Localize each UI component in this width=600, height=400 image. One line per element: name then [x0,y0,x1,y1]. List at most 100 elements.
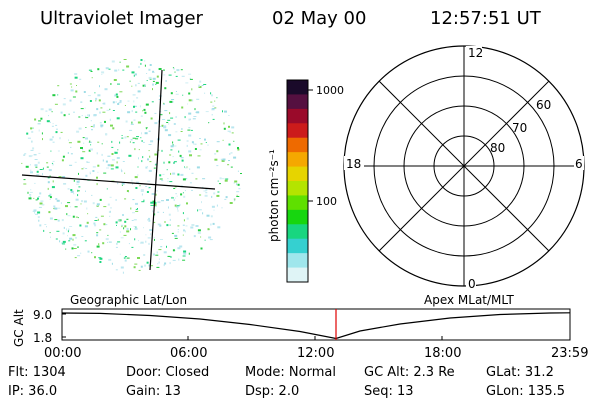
aurora-pixel [153,167,156,169]
aurora-pixel [186,140,189,142]
aurora-pixel [113,79,117,81]
aurora-pixel [33,154,37,156]
aurora-pixel [181,128,183,130]
aurora-pixel [46,162,49,164]
aurora-pixel [41,132,43,135]
time-tick-2359: 23:59 [551,346,589,361]
aurora-pixel [147,158,149,161]
aurora-pixel [106,109,110,111]
aurora-pixel [169,218,171,221]
aurora-pixel [36,174,40,176]
aurora-pixel [90,71,93,72]
aurora-pixel [71,86,73,88]
aurora-pixel [37,161,40,164]
aurora-pixel [101,143,103,145]
aurora-pixel [49,198,51,200]
aurora-pixel [110,83,112,85]
aurora-pixel [156,266,160,268]
aurora-pixel [209,122,211,123]
aurora-pixel [74,73,78,75]
aurora-pixel [52,136,54,139]
aurora-pixel [132,94,136,96]
aurora-pixel [202,186,204,188]
aurora-pixel [219,183,221,185]
aurora-pixel [94,256,96,259]
aurora-pixel [72,234,76,237]
aurora-pixel [81,200,83,203]
aurora-pixel [47,177,50,179]
colorbar-band [287,181,308,196]
aurora-pixel [26,132,29,135]
aurora-pixel [129,141,131,143]
aurora-pixel [124,198,127,200]
aurora-pixel [191,172,194,174]
aurora-pixel [85,127,87,128]
aurora-pixel [175,193,177,195]
aurora-pixel [193,143,195,145]
aurora-pixel [173,162,175,164]
aurora-pixel [100,124,104,127]
gain-value: Gain: 13 [126,384,181,399]
aurora-pixel [57,94,59,96]
aurora-pixel [89,140,91,143]
aurora-pixel [170,145,174,148]
aurora-pixel [225,178,229,180]
aurora-pixel [212,222,215,225]
aurora-pixel [29,196,31,198]
aurora-pixel [209,239,213,241]
aurora-pixel [70,89,74,92]
aurora-pixel [230,152,233,154]
aurora-pixel [184,167,188,169]
aurora-pixel [196,111,200,114]
aurora-pixel [163,103,165,105]
aurora-pixel [234,198,236,201]
aurora-pixel [109,196,112,198]
aurora-pixel [73,111,75,113]
aurora-pixel [149,64,152,66]
aurora-pixel [152,80,155,82]
aurora-pixel [28,197,32,200]
aurora-pixel [143,227,144,229]
aurora-pixel [32,210,36,212]
aurora-pixel [93,114,97,116]
aurora-pixel [141,140,143,142]
aurora-pixel [80,101,83,103]
aurora-pixel [47,181,50,184]
aurora-pixel [227,130,230,132]
aurora-pixel [67,230,69,233]
aurora-pixel [116,161,118,164]
aurora-pixel [109,118,111,121]
aurora-pixel [141,132,142,135]
aurora-pixel [229,130,231,133]
aurora-pixel [112,127,115,130]
aurora-pixel [107,241,108,243]
aurora-pixel [41,204,45,206]
aurora-pixel [73,179,75,182]
aurora-pixel [70,153,73,155]
aurora-pixel [82,137,85,139]
aurora-pixel [63,114,66,117]
aurora-pixel [98,257,102,259]
aurora-pixel [67,235,68,237]
aurora-pixel [68,228,70,231]
aurora-pixel [62,103,66,106]
aurora-pixel [141,160,143,163]
aurora-pixel [217,180,219,182]
aurora-pixel [212,105,215,107]
aurora-pixel [97,164,100,167]
aurora-pixel [75,237,77,239]
aurora-pixel [48,169,52,172]
aurora-pixel [118,68,120,71]
aurora-pixel [82,151,86,153]
aurora-pixel [38,152,41,154]
aurora-pixel [144,264,147,267]
aurora-pixel [200,143,203,145]
aurora-pixel [163,74,166,76]
aurora-pixel [180,69,183,71]
aurora-pixel [221,178,225,180]
aurora-pixel [216,150,219,153]
aurora-pixel [172,144,174,147]
longitude-line [149,69,163,271]
aurora-pixel [88,149,91,152]
aurora-pixel [76,180,80,183]
